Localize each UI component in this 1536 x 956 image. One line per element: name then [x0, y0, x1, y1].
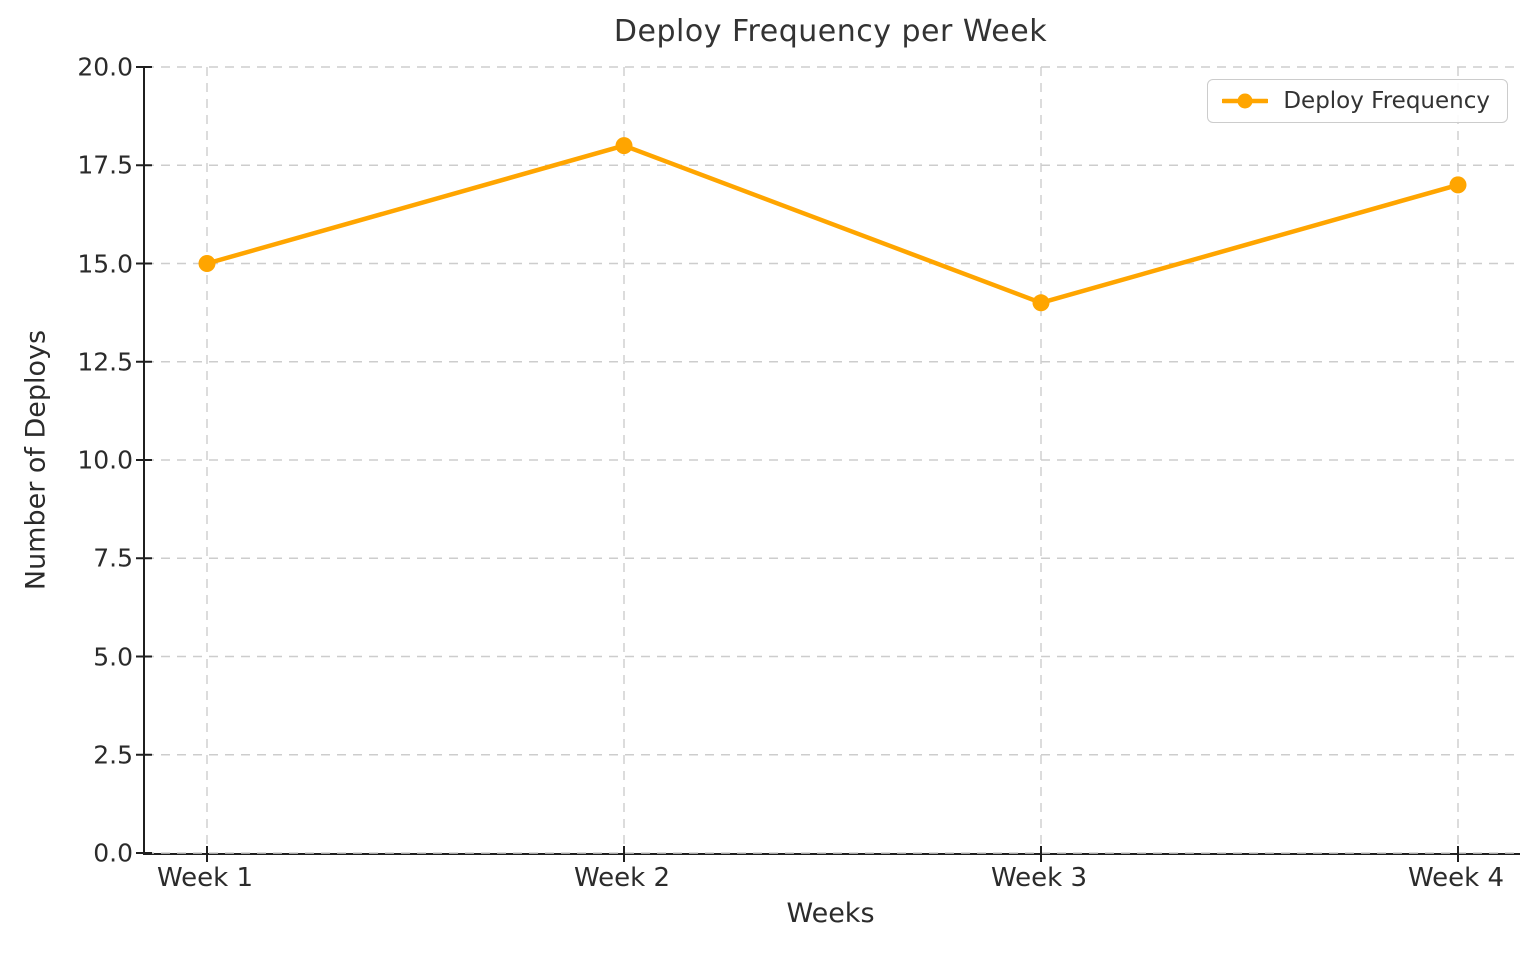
- plot-area: Deploy Frequency: [136, 66, 1520, 862]
- y-tick-label: 20.0: [77, 52, 133, 82]
- y-tick-label: 0.0: [93, 838, 133, 868]
- y-tick-label: 10.0: [77, 445, 133, 475]
- y-tick-label: 17.5: [77, 150, 133, 180]
- x-tick-label: Week 4: [1407, 863, 1505, 893]
- chart-canvas: [136, 66, 1520, 862]
- y-tick-label: 2.5: [93, 740, 133, 770]
- x-tick-label: Week 1: [156, 863, 254, 893]
- legend-line-marker-icon: [1222, 93, 1269, 109]
- y-axis-tick-labels: 0.0 2.5 5.0 7.5 10.0 12.5 15.0 17.5 20.0: [0, 0, 133, 956]
- y-tick-label: 15.0: [77, 249, 133, 278]
- y-tick-label: 5.0: [93, 642, 133, 671]
- data-point-marker: [615, 137, 633, 155]
- y-tick-label: 12.5: [77, 347, 133, 377]
- x-tick-label: Week 2: [573, 863, 671, 893]
- series-line: [204, 143, 1461, 306]
- data-point-marker: [1032, 294, 1050, 312]
- y-tick-label: 7.5: [93, 543, 133, 573]
- x-tick-label: Week 3: [990, 863, 1088, 893]
- data-point-marker: [1449, 176, 1467, 194]
- x-axis-label: Weeks: [786, 898, 875, 929]
- data-point-marker: [198, 255, 216, 272]
- chart-title: Deploy Frequency per Week: [613, 14, 1048, 49]
- legend: Deploy Frequency: [1207, 79, 1508, 123]
- legend-label: Deploy Frequency: [1283, 88, 1490, 114]
